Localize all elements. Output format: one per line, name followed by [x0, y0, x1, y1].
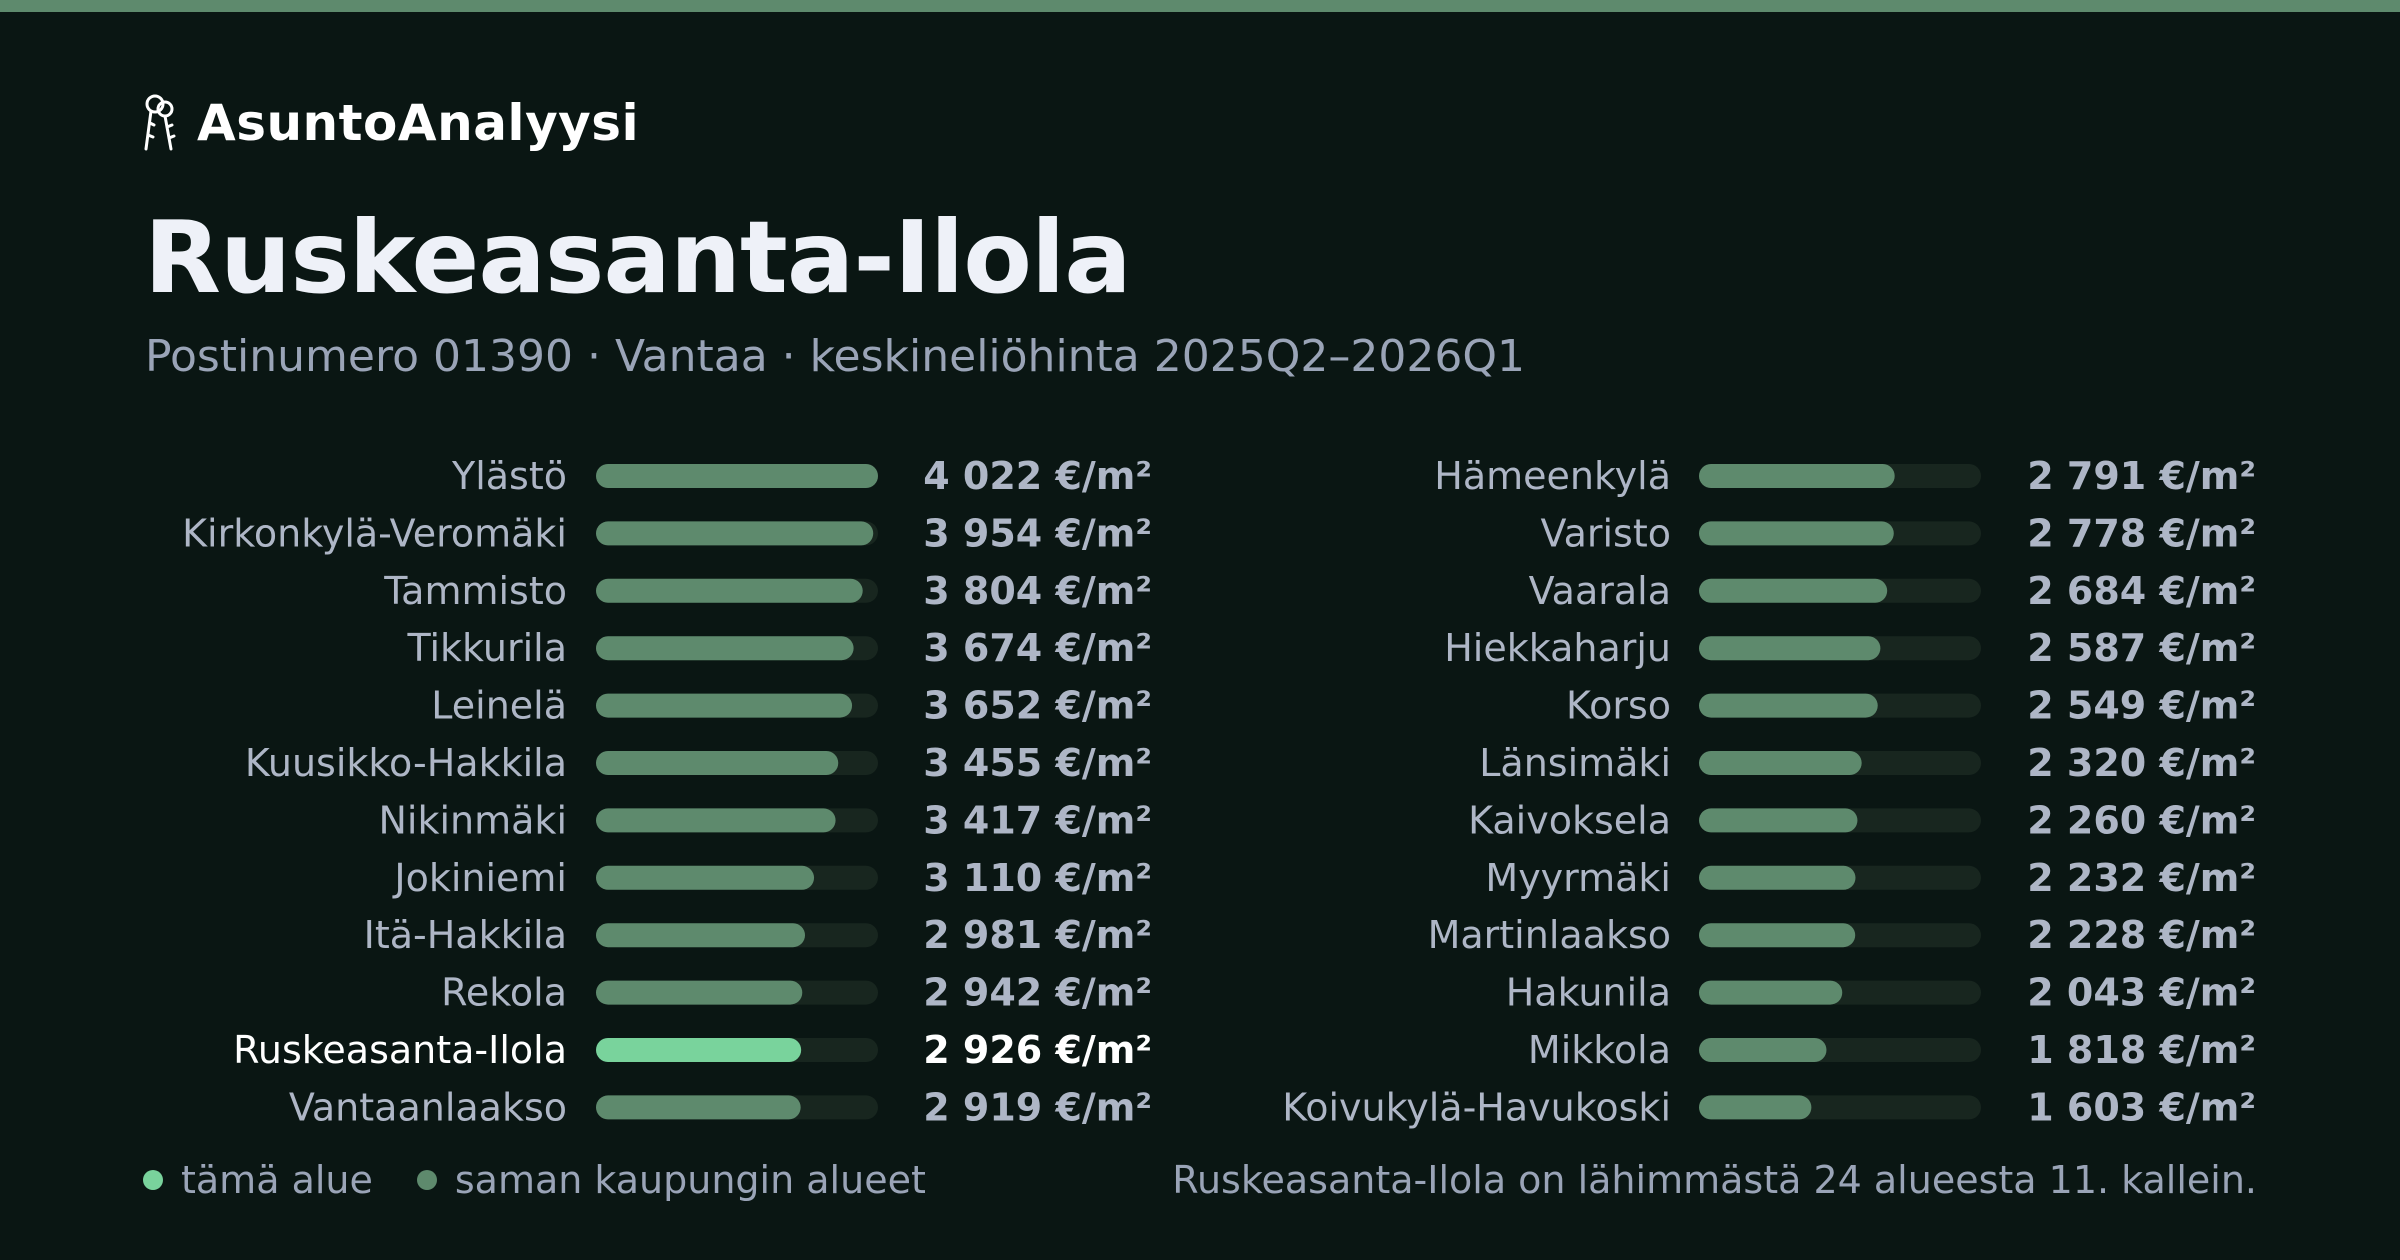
- value-label-myyrm-ki: 2 232 €/m²: [2027, 856, 2256, 900]
- legend-label-this-area: tämä alue: [181, 1158, 373, 1202]
- area-label-mikkola: Mikkola: [1528, 1028, 1671, 1072]
- area-label-martinlaakso: Martinlaakso: [1428, 913, 1671, 957]
- bar: [1699, 1095, 1812, 1120]
- value-label-leinel-: 3 652 €/m²: [923, 684, 1152, 728]
- bar: [1699, 751, 1862, 775]
- area-label-kaivoksela: Kaivoksela: [1468, 798, 1671, 842]
- value-label-kuusikko-hakkila: 3 455 €/m²: [923, 741, 1152, 785]
- value-label-vaarala: 2 684 €/m²: [2027, 569, 2256, 613]
- legend-dot-default: [416, 1170, 437, 1190]
- bar: [1699, 464, 1895, 488]
- bar: [1699, 808, 1858, 833]
- area-label-it-hakkila: Itä-Hakkila: [364, 913, 567, 957]
- bar: [1699, 1038, 1827, 1062]
- area-label-ruskeasanta-ilola: Ruskeasanta-Ilola: [233, 1028, 567, 1072]
- legend-item-this-area: tämä alue: [143, 1158, 373, 1202]
- bar: [596, 521, 874, 546]
- value-label-it-hakkila: 2 981 €/m²: [923, 913, 1152, 957]
- area-label-kirkonkyl-verom-ki: Kirkonkylä-Veromäki: [182, 511, 567, 555]
- value-label-hiekkaharju: 2 587 €/m²: [2027, 626, 2256, 670]
- bar: [596, 865, 815, 890]
- bar: [596, 578, 863, 603]
- bar: [596, 693, 853, 718]
- bar: [596, 1095, 801, 1120]
- area-label-myyrm-ki: Myyrmäki: [1485, 856, 1671, 900]
- bar: [596, 464, 878, 488]
- bar: [596, 923, 806, 948]
- area-label-h-meenkyl-: Hämeenkylä: [1434, 454, 1671, 498]
- area-label-jokiniemi: Jokiniemi: [392, 856, 567, 900]
- value-label-ruskeasanta-ilola: 2 926 €/m²: [923, 1028, 1152, 1072]
- bar-highlight: [596, 1038, 802, 1062]
- bar: [596, 636, 854, 661]
- area-label-kuusikko-hakkila: Kuusikko-Hakkila: [245, 741, 567, 785]
- bar: [596, 751, 839, 775]
- value-label-varisto: 2 778 €/m²: [2027, 511, 2256, 555]
- bar: [1699, 636, 1881, 661]
- area-label-yl-st-: Ylästö: [451, 454, 567, 498]
- value-label-mikkola: 1 818 €/m²: [2027, 1028, 2256, 1072]
- value-label-kirkonkyl-verom-ki: 3 954 €/m²: [923, 511, 1152, 555]
- value-label-l-nsim-ki: 2 320 €/m²: [2027, 741, 2256, 785]
- value-label-korso: 2 549 €/m²: [2027, 684, 2256, 728]
- top-accent-bar: [0, 0, 2400, 12]
- area-label-nikinm-ki: Nikinmäki: [379, 798, 568, 842]
- bar: [596, 980, 803, 1005]
- value-label-kaivoksela: 2 260 €/m²: [2027, 798, 2256, 842]
- bar: [1699, 578, 1888, 603]
- bar: [596, 808, 836, 833]
- area-label-leinel-: Leinelä: [431, 684, 567, 728]
- area-label-hakunila: Hakunila: [1506, 971, 1671, 1015]
- area-label-koivukyl-havukoski: Koivukylä-Havukoski: [1282, 1085, 1671, 1129]
- bar: [1699, 521, 1894, 546]
- value-label-martinlaakso: 2 228 €/m²: [2027, 913, 2256, 957]
- brand-name: AsuntoAnalyysi: [197, 94, 640, 152]
- area-label-vantaanlaakso: Vantaanlaakso: [289, 1085, 567, 1129]
- legend-dot-highlight: [143, 1170, 163, 1190]
- value-label-rekola: 2 942 €/m²: [923, 971, 1152, 1015]
- legend: tämä alue saman kaupungin alueet: [143, 1150, 970, 1210]
- value-label-yl-st-: 4 022 €/m²: [923, 454, 1152, 498]
- area-label-hiekkaharju: Hiekkaharju: [1444, 626, 1671, 670]
- value-label-koivukyl-havukoski: 1 603 €/m²: [2027, 1085, 2256, 1129]
- value-label-tikkurila: 3 674 €/m²: [923, 626, 1152, 670]
- brand: AsuntoAnalyysi: [141, 88, 639, 158]
- area-label-vaarala: Vaarala: [1529, 569, 1671, 613]
- bar: [1699, 980, 1843, 1005]
- value-label-nikinm-ki: 3 417 €/m²: [923, 798, 1152, 842]
- area-label-tammisto: Tammisto: [383, 569, 567, 613]
- legend-item-same-city: saman kaupungin alueet: [416, 1158, 926, 1202]
- page-subtitle: Postinumero 01390 · Vantaa · keskineliöh…: [145, 331, 1525, 382]
- legend-label-same-city: saman kaupungin alueet: [454, 1158, 926, 1202]
- bar: [1699, 923, 1856, 948]
- keys-icon: [144, 94, 176, 151]
- area-label-l-nsim-ki: Länsimäki: [1479, 741, 1671, 785]
- value-label-vantaanlaakso: 2 919 €/m²: [923, 1085, 1152, 1129]
- value-label-tammisto: 3 804 €/m²: [923, 569, 1152, 613]
- page-title: Ruskeasanta-Ilola: [144, 199, 1132, 316]
- summary-text: Ruskeasanta-Ilola on lähimmästä 24 aluee…: [1172, 1158, 2257, 1202]
- bar: [1699, 865, 1856, 890]
- area-label-varisto: Varisto: [1541, 511, 1671, 555]
- value-label-hakunila: 2 043 €/m²: [2027, 971, 2256, 1015]
- area-label-korso: Korso: [1566, 684, 1671, 728]
- area-label-tikkurila: Tikkurila: [406, 626, 567, 670]
- bar: [1699, 693, 1878, 718]
- value-label-jokiniemi: 3 110 €/m²: [923, 856, 1152, 900]
- value-label-h-meenkyl-: 2 791 €/m²: [2027, 454, 2256, 498]
- area-label-rekola: Rekola: [441, 971, 567, 1015]
